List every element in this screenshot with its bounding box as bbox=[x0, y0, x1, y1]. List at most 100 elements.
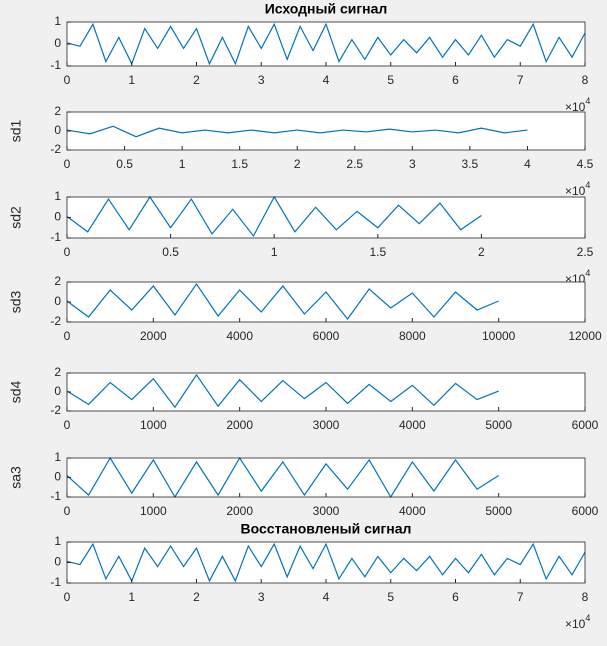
x-tick-label: 0 bbox=[64, 73, 71, 87]
x-tick-label: 2.5 bbox=[577, 245, 594, 259]
y-tick-label: -1 bbox=[50, 489, 61, 503]
x-exponent-power: 4 bbox=[585, 180, 590, 190]
y-tick-label: 2 bbox=[54, 365, 61, 379]
x-exponent: ×104 bbox=[565, 180, 590, 198]
y-tick-label: 0 bbox=[54, 555, 61, 569]
x-tick-label: 0 bbox=[64, 590, 71, 604]
x-tick-label: 5 bbox=[387, 590, 394, 604]
signal-line bbox=[66, 22, 586, 66]
x-tick-label: 3 bbox=[409, 157, 416, 171]
plot-area bbox=[67, 22, 585, 66]
x-tick-label: 3000 bbox=[313, 418, 340, 432]
x-tick-label: 0.5 bbox=[162, 245, 179, 259]
x-tick-label: 6 bbox=[452, 73, 459, 87]
x-tick-label: 3000 bbox=[313, 504, 340, 518]
x-tick-label: 1.5 bbox=[231, 157, 248, 171]
x-tick-label: 3 bbox=[258, 590, 265, 604]
x-tick-label: 1.5 bbox=[369, 245, 386, 259]
axes-title: Восстановленый сигнал bbox=[241, 521, 412, 537]
y-tick-label: 0 bbox=[54, 384, 61, 398]
x-tick-label: 1 bbox=[271, 245, 278, 259]
y-tick-label: 0 bbox=[54, 123, 61, 137]
x-tick-label: 6000 bbox=[572, 418, 599, 432]
x-tick-label: 4000 bbox=[399, 418, 426, 432]
x-tick-label: 2.5 bbox=[346, 157, 363, 171]
axes-title: Исходный сигнал bbox=[265, 1, 388, 17]
y-tick-label: -2 bbox=[50, 314, 61, 328]
x-tick-label: 4000 bbox=[399, 504, 426, 518]
x-exponent-base: ×10 bbox=[565, 100, 586, 114]
x-tick-label: 2000 bbox=[140, 329, 167, 343]
y-tick-label: 1 bbox=[54, 14, 61, 28]
x-tick-label: 4 bbox=[323, 73, 330, 87]
x-exponent: ×104 bbox=[565, 613, 590, 631]
x-tick-label: 10000 bbox=[482, 329, 516, 343]
x-tick-label: 7 bbox=[517, 590, 524, 604]
x-tick-label: 5000 bbox=[485, 418, 512, 432]
signal-line bbox=[66, 542, 586, 583]
x-tick-label: 8 bbox=[582, 73, 589, 87]
x-tick-label: 4 bbox=[323, 590, 330, 604]
x-tick-label: 0 bbox=[64, 329, 71, 343]
x-tick-label: 3 bbox=[258, 73, 265, 87]
signal-line bbox=[66, 282, 499, 320]
y-tick-label: -2 bbox=[50, 403, 61, 417]
y-tick-label: -1 bbox=[50, 575, 61, 589]
x-tick-label: 5 bbox=[387, 73, 394, 87]
x-tick-label: 7 bbox=[517, 73, 524, 87]
y-tick-label: 2 bbox=[54, 104, 61, 118]
x-tick-label: 2 bbox=[193, 590, 200, 604]
x-tick-label: 3.5 bbox=[462, 157, 479, 171]
y-tick-label: -1 bbox=[50, 230, 61, 244]
x-tick-label: 4 bbox=[524, 157, 531, 171]
y-axis-label: sd3 bbox=[8, 291, 24, 314]
x-tick-label: 2 bbox=[478, 245, 485, 259]
x-tick-label: 1 bbox=[128, 590, 135, 604]
x-exponent-base: ×10 bbox=[565, 617, 586, 631]
y-tick-label: 0 bbox=[54, 294, 61, 308]
x-tick-label: 8 bbox=[582, 590, 589, 604]
plot-area bbox=[67, 542, 585, 583]
x-tick-label: 2000 bbox=[226, 504, 253, 518]
signal-line bbox=[66, 373, 499, 409]
x-tick-label: 6 bbox=[452, 590, 459, 604]
signal-line bbox=[66, 125, 528, 138]
plot-area bbox=[67, 197, 585, 238]
x-tick-label: 5000 bbox=[485, 504, 512, 518]
x-tick-label: 2000 bbox=[226, 418, 253, 432]
y-tick-label: -2 bbox=[50, 142, 61, 156]
x-exponent-power: 4 bbox=[585, 268, 590, 278]
y-tick-label: -1 bbox=[50, 58, 61, 72]
x-tick-label: 6000 bbox=[313, 329, 340, 343]
x-tick-label: 1 bbox=[128, 73, 135, 87]
x-tick-label: 1000 bbox=[140, 418, 167, 432]
x-tick-label: 0.5 bbox=[116, 157, 133, 171]
y-tick-label: 1 bbox=[54, 450, 61, 464]
plot-area bbox=[67, 373, 585, 411]
y-tick-label: 0 bbox=[54, 470, 61, 484]
y-axis-label: sd2 bbox=[8, 206, 24, 229]
x-tick-label: 8000 bbox=[399, 329, 426, 343]
y-tick-label: 1 bbox=[54, 534, 61, 548]
x-tick-label: 4000 bbox=[226, 329, 253, 343]
x-exponent: ×104 bbox=[565, 96, 590, 114]
y-tick-label: 1 bbox=[54, 189, 61, 203]
x-tick-label: 0 bbox=[64, 504, 71, 518]
x-tick-label: 1000 bbox=[140, 504, 167, 518]
x-tick-label: 2 bbox=[294, 157, 301, 171]
y-axis-label: sa3 bbox=[8, 466, 24, 489]
x-tick-label: 0 bbox=[64, 418, 71, 432]
y-tick-label: 0 bbox=[54, 210, 61, 224]
x-tick-label: 4.5 bbox=[577, 157, 594, 171]
y-axis-label: sd1 bbox=[8, 120, 24, 143]
y-tick-label: 2 bbox=[54, 274, 61, 288]
x-exponent-power: 4 bbox=[585, 96, 590, 106]
y-tick-label: 0 bbox=[54, 36, 61, 50]
